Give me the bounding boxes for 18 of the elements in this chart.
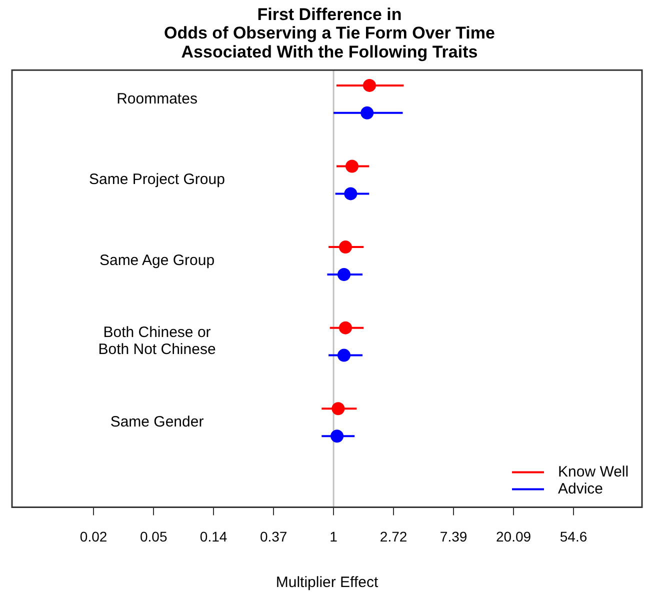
chart-title: First Difference in Odds of Observing a Tie Form Over Time Associated With the Following Traits (164, 5, 495, 62)
y-tick-label: Same Gender (110, 414, 204, 431)
y-tick-label: Same Project Group (89, 171, 225, 188)
x-tick-label: 0.37 (260, 528, 288, 544)
x-tick-label: 0.05 (140, 528, 168, 544)
x-tick-label: 54.6 (560, 528, 588, 544)
x-tick-label: 20.09 (496, 528, 532, 544)
y-tick-label: Both Chinese or Both Not Chinese (98, 324, 216, 358)
x-tick-label: 0.02 (80, 528, 108, 544)
x-tick-label: 7.39 (440, 528, 468, 544)
legend-label: Know Well (558, 463, 629, 480)
x-axis-title: Multiplier Effect (276, 574, 379, 592)
y-tick-label: Same Age Group (99, 252, 215, 269)
x-tick-label: 1 (330, 528, 338, 544)
x-tick-label: 0.14 (200, 528, 228, 544)
y-tick-label: Roommates (116, 90, 198, 108)
x-tick-label: 2.72 (380, 528, 408, 544)
legend-label: Advice (558, 480, 604, 498)
